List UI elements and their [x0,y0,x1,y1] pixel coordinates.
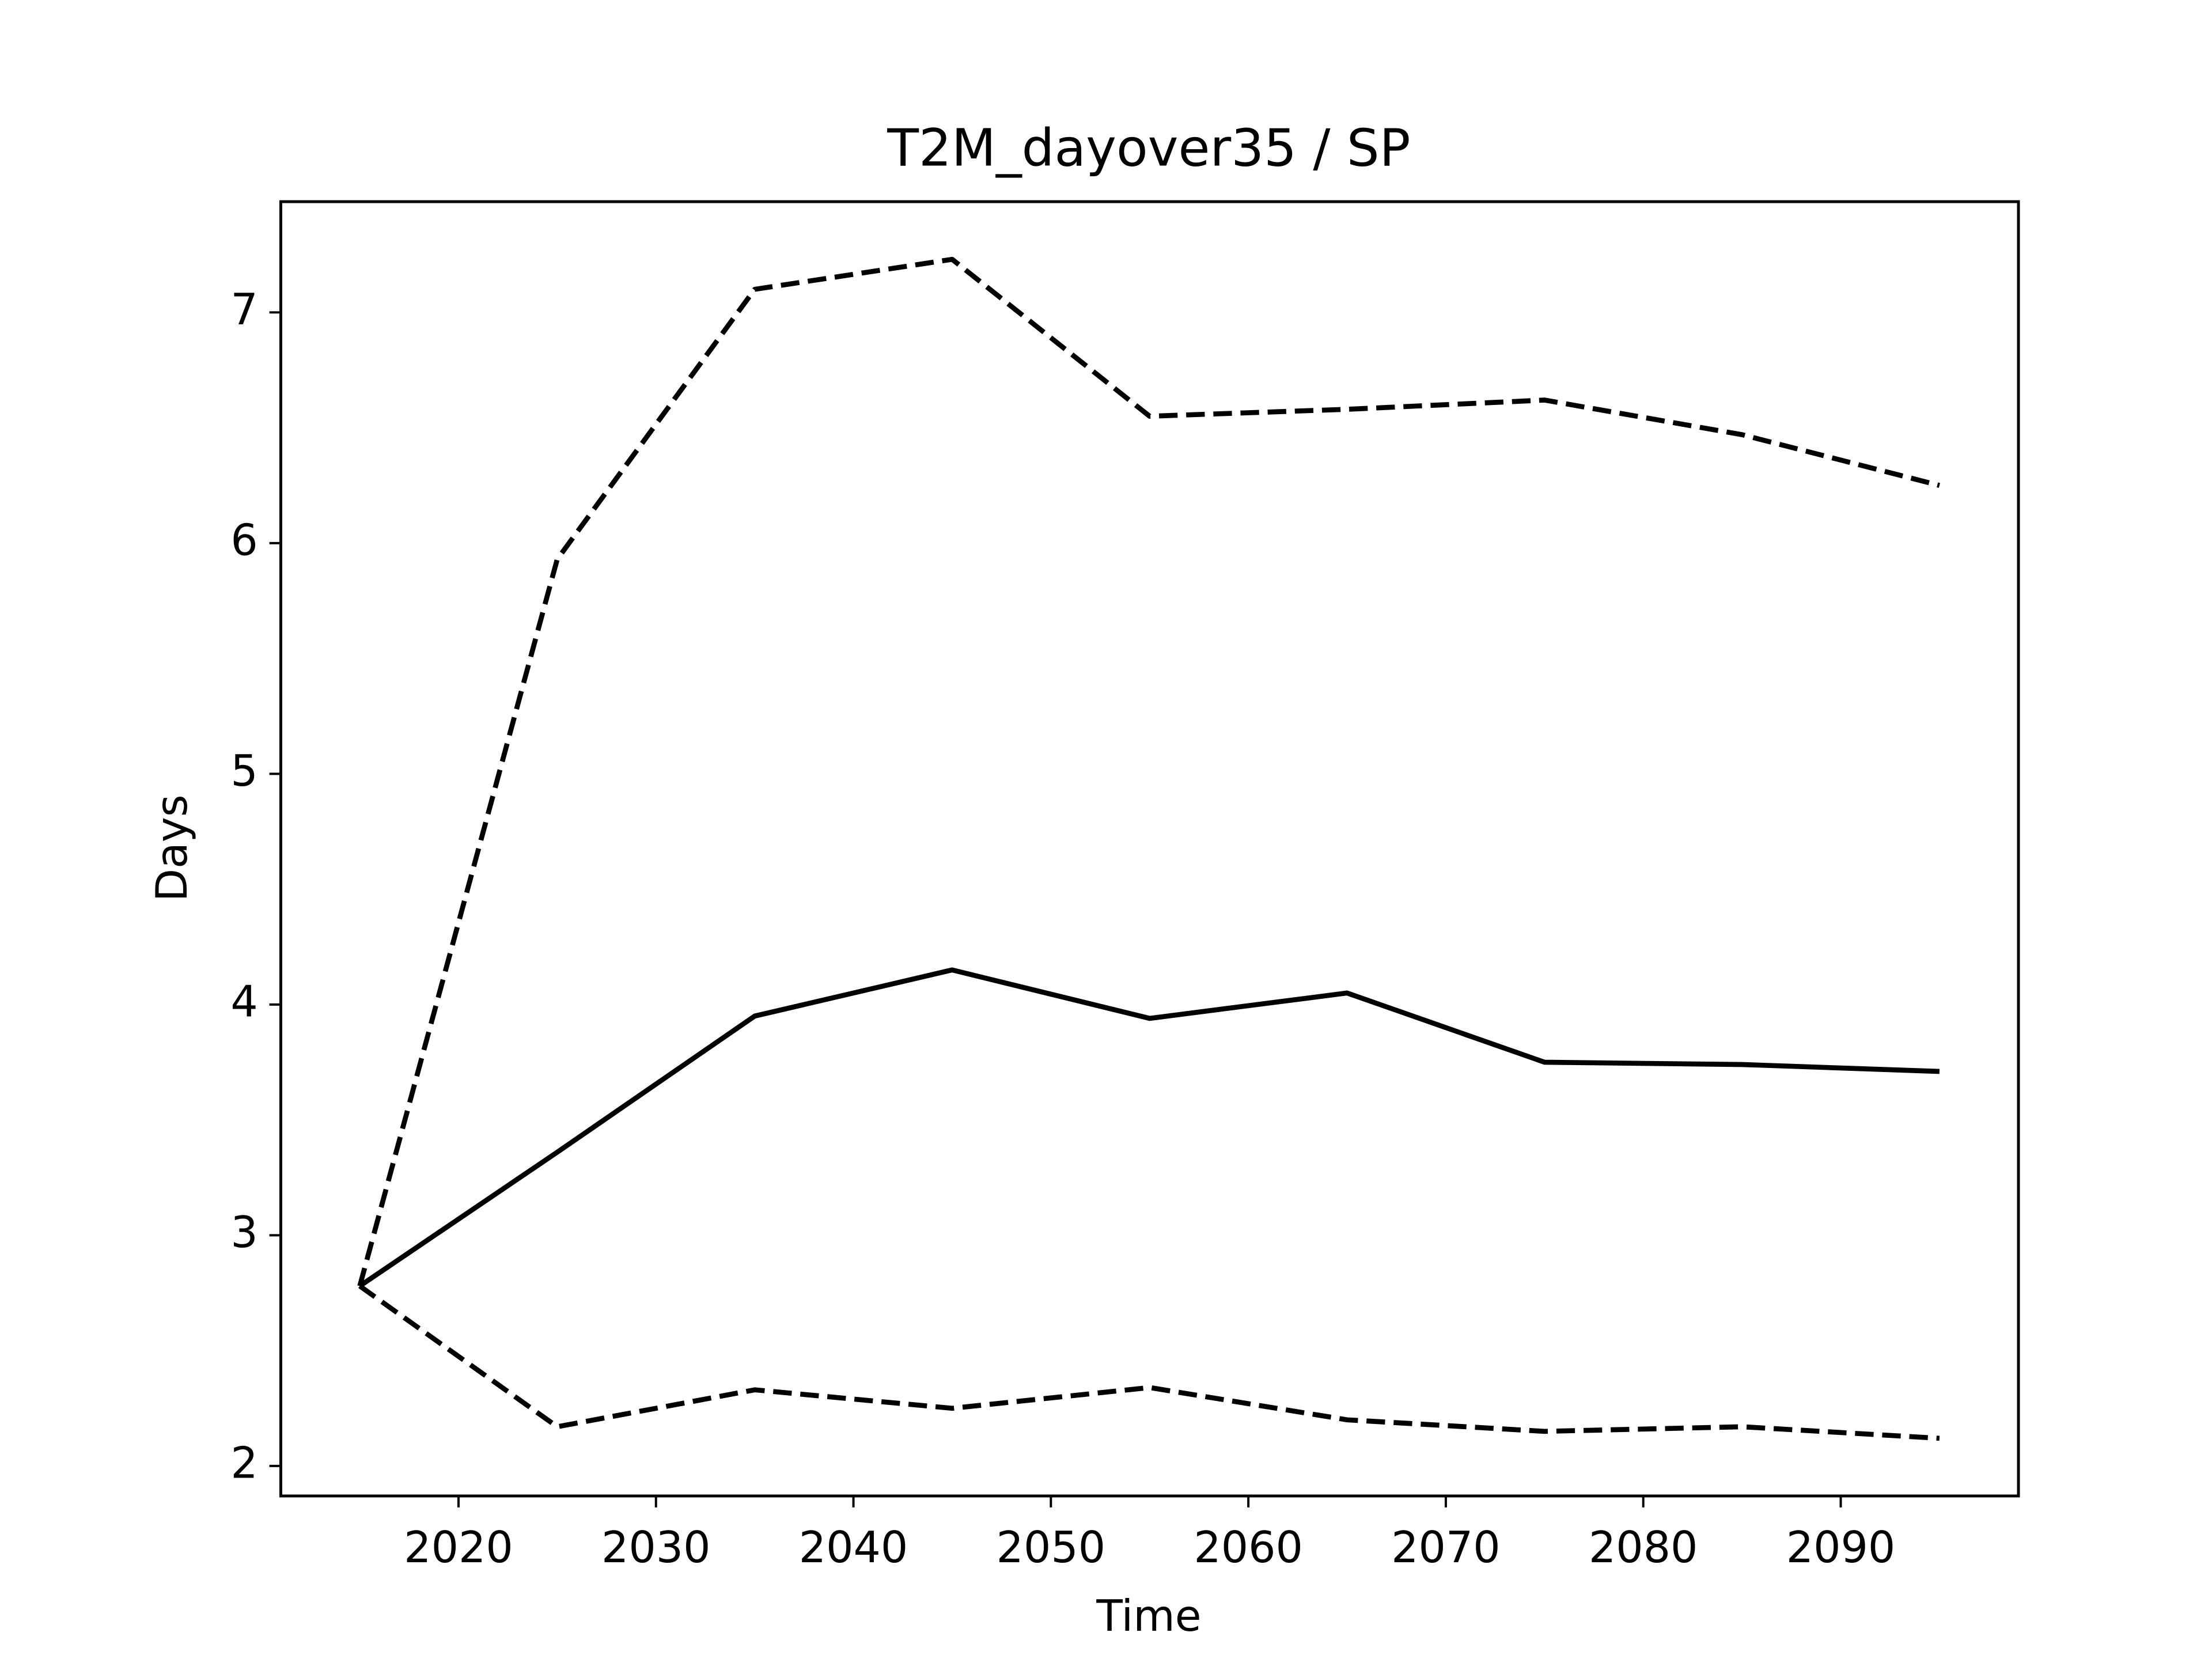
x-tick-label: 2060 [1194,1522,1303,1573]
line-series [357,256,1940,1287]
line-series [358,1283,1940,1441]
line-series [358,967,1940,1289]
x-tick-label: 2050 [997,1522,1106,1573]
y-axis-label: Days [147,794,197,902]
chart-title: T2M_dayover35 / SP [887,119,1410,179]
y-tick-label: 5 [230,746,257,796]
x-tick-label: 2030 [601,1522,711,1573]
x-axis-label: Time [1096,1591,1201,1641]
plot-frame [279,200,2020,1498]
y-tick-label: 7 [230,285,257,335]
x-tick-label: 2080 [1589,1522,1698,1573]
x-tick-label: 2020 [404,1522,513,1573]
x-tick-label: 2090 [1786,1522,1896,1573]
y-tick-label: 4 [230,976,257,1027]
x-tick-label: 2040 [799,1522,908,1573]
y-tick-label: 6 [230,515,257,565]
x-tick-label: 2070 [1391,1522,1501,1573]
y-tick-label: 2 [230,1438,257,1488]
y-tick-label: 3 [230,1207,257,1257]
